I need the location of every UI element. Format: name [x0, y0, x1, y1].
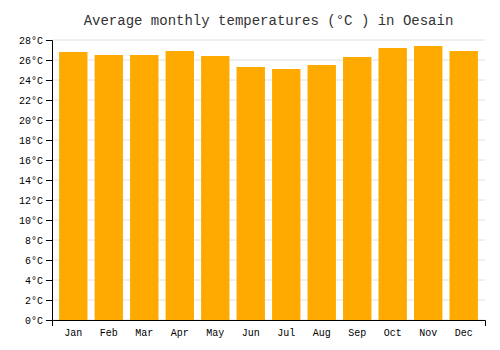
tick-mark: [46, 100, 52, 101]
tick-label: 0°C: [25, 316, 43, 327]
tick-label: 26°C: [19, 56, 43, 67]
tick: 16°C: [19, 156, 52, 167]
tick: Jun: [242, 328, 260, 339]
tick: Dec: [455, 328, 473, 339]
bar: [166, 51, 194, 320]
tick-mark: [46, 120, 52, 121]
title: Average monthly temperatures (°C ) in Oe…: [84, 13, 454, 29]
tick: Jul: [277, 328, 295, 339]
bar: [414, 46, 442, 320]
tick: 8°C: [25, 236, 52, 247]
bar: [450, 51, 478, 320]
tick-label: 22°C: [19, 96, 43, 107]
tick: 28°C: [19, 36, 52, 47]
bar: [308, 65, 336, 320]
tick-label: 14°C: [19, 176, 43, 187]
tick: 10°C: [19, 216, 52, 227]
tick-label: 24°C: [19, 76, 43, 87]
tick: Apr: [171, 328, 189, 339]
tick: 2°C: [25, 296, 52, 307]
tick-mark: [46, 280, 52, 281]
tick-mark: [46, 300, 52, 301]
tick-label: Jul: [277, 328, 295, 339]
tick: 6°C: [25, 256, 52, 267]
tick-mark: [46, 200, 52, 201]
tick: Oct: [384, 328, 402, 339]
bars: [59, 46, 478, 320]
tick-label: 10°C: [19, 216, 43, 227]
tick-label: Sep: [348, 328, 366, 339]
tick: 20°C: [19, 116, 52, 127]
tick-label: Aug: [313, 328, 331, 339]
tick-label: Jan: [64, 328, 82, 339]
tick-label: 2°C: [25, 296, 43, 307]
tick-mark: [46, 220, 52, 221]
tick-label: Nov: [419, 328, 437, 339]
tick-mark: [46, 60, 52, 61]
tick-label: Apr: [171, 328, 189, 339]
bar: [272, 69, 300, 320]
bar: [130, 55, 158, 320]
tick-mark: [46, 140, 52, 141]
tick-label: 4°C: [25, 276, 43, 287]
x-axis: Jan Feb Mar Apr May Jun Jul Aug Sep Oct Nov Dec: [53, 321, 486, 340]
tick: 12°C: [19, 196, 52, 207]
tick-mark: [46, 320, 52, 321]
bar: [343, 57, 371, 320]
tick-label: 6°C: [25, 256, 43, 267]
tick: 0°C: [25, 316, 52, 327]
tick-label: Feb: [100, 328, 118, 339]
tick-label: 12°C: [19, 196, 43, 207]
bar: [237, 67, 265, 320]
tick: 26°C: [19, 56, 52, 67]
tick-label: 8°C: [25, 236, 43, 247]
tick: May: [206, 328, 224, 339]
tick: 18°C: [19, 136, 52, 147]
tick-mark: [46, 260, 52, 261]
bar: [95, 55, 123, 320]
chart: 0°C 2°C 4°C 6°C 8°C 10°C 12°C 14°C 16°C 18°C 20°C 2…: [0, 0, 500, 350]
tick-label: 28°C: [19, 36, 43, 47]
tick: Aug: [313, 328, 331, 339]
tick-label: 18°C: [19, 136, 43, 147]
tick: 14°C: [19, 176, 52, 187]
grid: [52, 40, 485, 320]
axis-line: [46, 41, 53, 321]
tick-label: 16°C: [19, 156, 43, 167]
tick: Sep: [348, 328, 366, 339]
tick: 22°C: [19, 96, 52, 107]
tick: Nov: [419, 328, 437, 339]
tick-mark: [46, 160, 52, 161]
tick-mark: [46, 240, 52, 241]
tick-label: Jun: [242, 328, 260, 339]
tick: Feb: [100, 328, 118, 339]
tick: 4°C: [25, 276, 52, 287]
bar: [59, 52, 87, 320]
tick: Jan: [64, 328, 82, 339]
tick: Mar: [135, 328, 153, 339]
tick-mark: [46, 40, 52, 41]
tick-mark: [46, 80, 52, 81]
tick-mark: [46, 180, 52, 181]
bar: [201, 56, 229, 320]
tick-label: May: [206, 328, 224, 339]
y-axis: 0°C 2°C 4°C 6°C 8°C 10°C 12°C 14°C 16°C 18°C 20°C 2…: [19, 36, 53, 327]
tick-label: Oct: [384, 328, 402, 339]
axis-line: [53, 321, 486, 327]
tick-label: Dec: [455, 328, 473, 339]
tick-label: Mar: [135, 328, 153, 339]
bar: [379, 48, 407, 320]
grid-line: [52, 40, 485, 41]
tick-label: 20°C: [19, 116, 43, 127]
tick: 24°C: [19, 76, 52, 87]
